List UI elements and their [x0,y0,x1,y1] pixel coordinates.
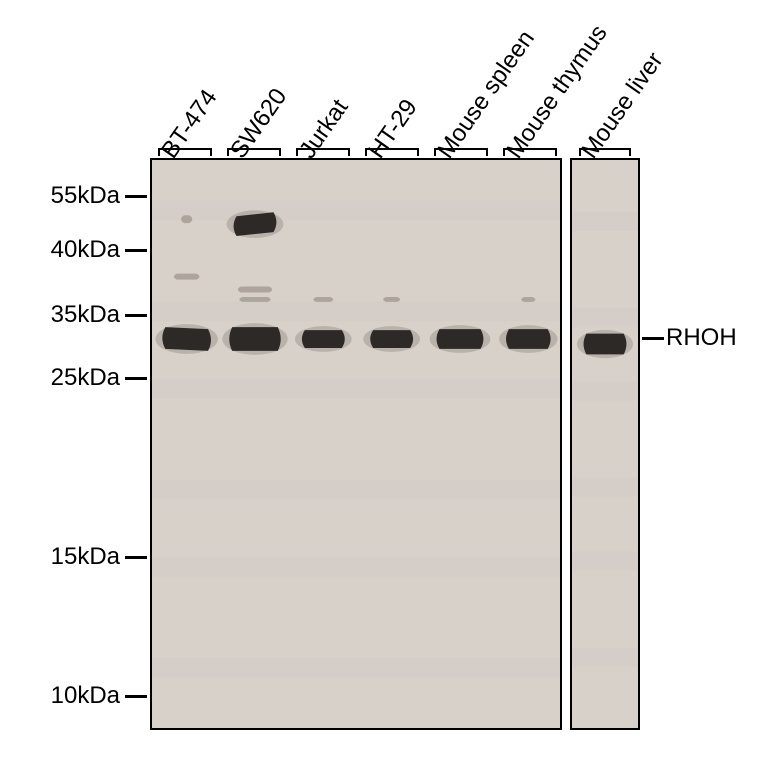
marker-label: 15kDa [51,543,120,571]
marker-label: 10kDa [51,682,120,710]
gel-panel-main [150,158,562,730]
right-tick [642,337,664,340]
gel-panel-main-svg [152,160,560,728]
blot-band [229,327,280,351]
blot-band [584,334,627,355]
marker-label: 35kDa [51,301,120,329]
blot-band [302,330,345,348]
marker-tick [125,695,147,698]
marker-tick [125,314,147,317]
marker-tick [125,195,147,198]
blot-band [313,297,333,302]
gel-panel-secondary [570,158,640,730]
blot-band [521,297,535,302]
blot-band [370,330,413,348]
blot-band [162,327,211,351]
marker-label: 25kDa [51,364,120,392]
marker-tick [125,377,147,380]
blot-band [437,329,484,349]
blot-band [383,297,400,302]
western-blot-figure: 55kDa40kDa35kDa25kDa15kDa10kDa BT-474SW6… [0,0,764,764]
marker-label: 55kDa [51,182,120,210]
blot-band [181,215,192,223]
blot-band [506,329,551,349]
marker-label: 40kDa [51,236,120,264]
right-annotation-label: RHOH [666,324,737,352]
gel-panel-secondary-svg [572,160,638,728]
blot-band [239,297,270,302]
marker-tick [125,556,147,559]
marker-tick [125,249,147,252]
blot-band [174,274,200,280]
blot-band [238,287,272,293]
